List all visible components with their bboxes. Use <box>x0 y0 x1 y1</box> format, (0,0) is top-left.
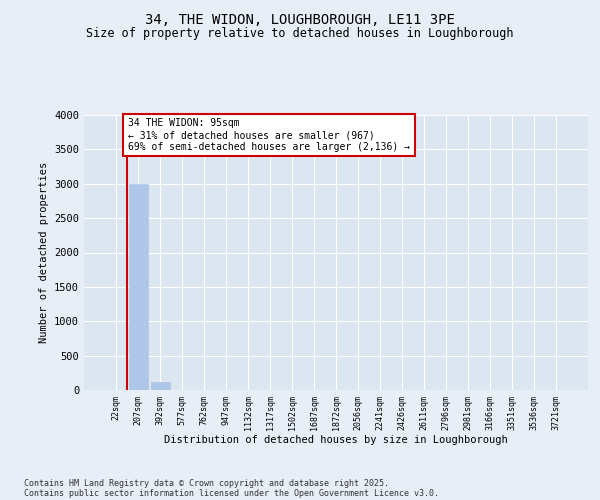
X-axis label: Distribution of detached houses by size in Loughborough: Distribution of detached houses by size … <box>164 436 508 446</box>
Text: 34, THE WIDON, LOUGHBOROUGH, LE11 3PE: 34, THE WIDON, LOUGHBOROUGH, LE11 3PE <box>145 12 455 26</box>
Text: Size of property relative to detached houses in Loughborough: Size of property relative to detached ho… <box>86 28 514 40</box>
Text: 34 THE WIDON: 95sqm
← 31% of detached houses are smaller (967)
69% of semi-detac: 34 THE WIDON: 95sqm ← 31% of detached ho… <box>128 118 410 152</box>
Bar <box>151 382 170 390</box>
Y-axis label: Number of detached properties: Number of detached properties <box>38 162 49 343</box>
Bar <box>129 184 148 390</box>
Text: Contains public sector information licensed under the Open Government Licence v3: Contains public sector information licen… <box>24 488 439 498</box>
Text: Contains HM Land Registry data © Crown copyright and database right 2025.: Contains HM Land Registry data © Crown c… <box>24 478 389 488</box>
